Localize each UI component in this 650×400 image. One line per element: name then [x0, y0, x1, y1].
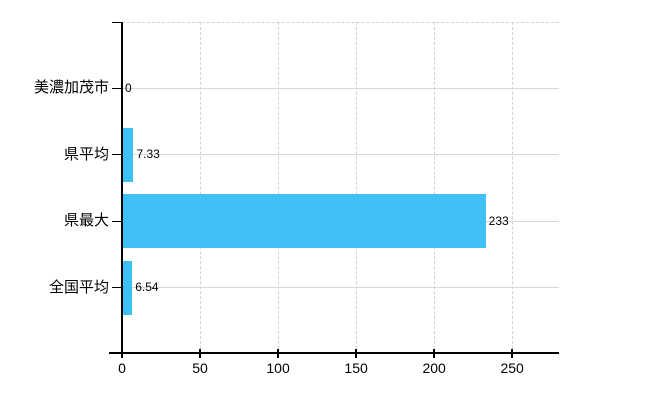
x-tick-label: 200 [422, 360, 446, 376]
vertical-gridline [356, 22, 358, 354]
bar-value-label: 7.33 [136, 147, 160, 162]
x-tick-label: 150 [344, 360, 368, 376]
x-axis-line [109, 352, 559, 354]
category-label: 美濃加茂市 [33, 79, 109, 97]
y-axis-tick [112, 287, 121, 289]
category-label: 全国平均 [48, 278, 109, 296]
y-axis-tick [112, 154, 121, 156]
x-axis-tick [511, 349, 514, 358]
bar-value-label: 0 [125, 80, 132, 95]
horizontal-gridline [122, 154, 559, 156]
plot-top-border [122, 22, 559, 23]
plot-area: 0 7.33 233 6.54 [109, 22, 559, 358]
vertical-gridline [512, 22, 514, 354]
x-tick-label: 50 [192, 360, 208, 376]
bar [122, 194, 486, 249]
horizontal-gridline [122, 87, 559, 89]
y-axis-tick [112, 220, 121, 222]
x-tick-label: 100 [266, 360, 290, 376]
bar [122, 260, 133, 315]
bar-value-label: 233 [488, 213, 509, 228]
vertical-gridline [200, 22, 202, 354]
y-axis-line [121, 22, 123, 358]
bar-value-label: 6.54 [135, 280, 159, 295]
horizontal-gridline [122, 287, 559, 289]
x-tick-label: 0 [118, 360, 126, 376]
vertical-gridline [434, 22, 436, 354]
bar [122, 127, 134, 182]
x-axis-tick [199, 349, 202, 358]
vertical-gridline [278, 22, 280, 354]
x-axis-tick [355, 349, 358, 358]
x-axis-tick [277, 349, 280, 358]
category-label: 県平均 [63, 145, 109, 163]
y-axis-end-tick [112, 22, 121, 23]
y-axis-tick [112, 87, 121, 89]
x-axis-tick [433, 349, 436, 358]
x-tick-label: 250 [500, 360, 524, 376]
category-label: 県最大 [63, 212, 109, 230]
x-axis-tick [121, 349, 123, 358]
